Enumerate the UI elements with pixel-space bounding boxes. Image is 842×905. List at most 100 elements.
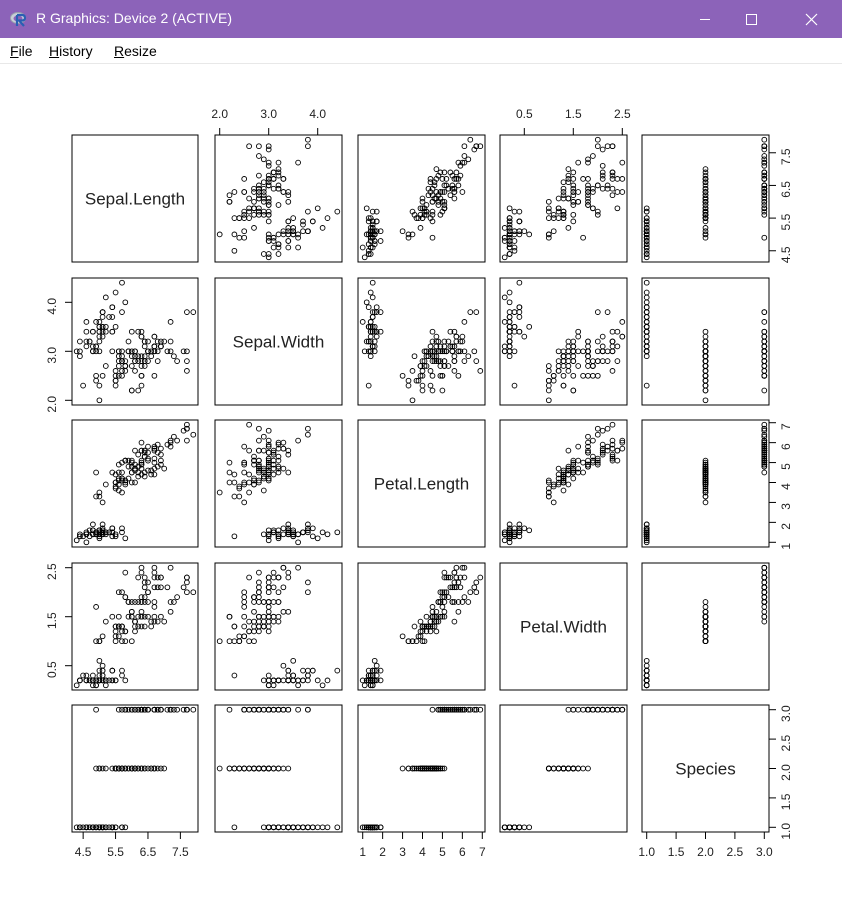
menu-file[interactable]: File	[10, 43, 33, 59]
data-point	[643, 343, 650, 350]
panel-frame	[71, 277, 199, 406]
data-point	[702, 604, 709, 610]
data-point	[122, 569, 129, 576]
data-point	[702, 638, 709, 645]
data-point	[702, 195, 709, 202]
data-point	[90, 824, 96, 831]
data-point	[231, 623, 238, 630]
data-point	[151, 333, 158, 340]
data-point	[314, 205, 321, 212]
data-point	[594, 208, 601, 215]
data-point	[599, 449, 606, 456]
data-point	[148, 348, 155, 355]
data-point	[702, 198, 709, 205]
data-point	[431, 195, 438, 202]
data-point	[411, 623, 418, 630]
data-point	[560, 477, 567, 484]
data-point	[119, 309, 125, 315]
data-point	[280, 662, 287, 669]
data-point	[459, 564, 466, 571]
data-point	[265, 599, 272, 605]
data-point	[570, 198, 577, 205]
tick-label: 3.0	[756, 845, 773, 859]
data-point	[570, 358, 577, 364]
data-point	[367, 333, 374, 340]
data-point	[122, 824, 129, 831]
title-bar: R Graphics: Device 2 (ACTIVE)	[0, 0, 842, 38]
minimize-button[interactable]	[682, 0, 728, 38]
data-point	[560, 185, 567, 192]
data-point	[174, 437, 180, 444]
data-point	[141, 343, 148, 350]
data-point	[565, 765, 572, 772]
data-point	[570, 192, 577, 199]
data-point	[429, 706, 436, 713]
data-point	[580, 348, 586, 355]
data-point	[435, 358, 442, 364]
data-point	[83, 343, 90, 350]
data-point	[151, 447, 158, 454]
data-point	[369, 328, 376, 335]
data-point	[241, 633, 248, 640]
data-point	[435, 348, 442, 355]
data-point	[369, 208, 376, 215]
data-point	[447, 574, 454, 581]
data-point	[167, 437, 174, 444]
data-point	[265, 589, 272, 596]
data-point	[270, 176, 277, 182]
maximize-button[interactable]	[728, 0, 774, 38]
data-point	[158, 706, 164, 713]
data-point	[265, 176, 272, 182]
data-point	[761, 309, 768, 315]
data-point	[371, 657, 378, 664]
data-point	[521, 228, 528, 235]
close-button[interactable]	[788, 0, 834, 38]
data-point	[256, 463, 262, 470]
data-point	[251, 638, 257, 645]
data-point	[459, 333, 466, 340]
data-point	[300, 824, 306, 831]
data-point	[415, 377, 422, 384]
data-point	[453, 169, 460, 176]
data-point	[260, 765, 267, 772]
data-point	[158, 343, 164, 350]
data-point	[761, 599, 768, 605]
data-point	[702, 463, 709, 470]
menu-resize[interactable]: Resize	[114, 43, 157, 59]
data-point	[265, 579, 272, 586]
data-point	[285, 569, 292, 576]
data-point	[702, 172, 709, 179]
data-point	[423, 208, 430, 215]
data-point	[226, 613, 233, 620]
data-point	[609, 421, 616, 428]
data-point	[702, 202, 709, 208]
data-point	[314, 824, 321, 831]
menu-history[interactable]: History	[49, 43, 93, 59]
data-point	[761, 136, 768, 143]
data-point	[102, 481, 109, 488]
data-point	[93, 372, 99, 379]
data-point	[565, 166, 572, 172]
data-point	[619, 333, 626, 340]
data-point	[439, 348, 446, 355]
data-point	[112, 479, 119, 486]
data-point	[449, 348, 456, 355]
data-point	[405, 377, 412, 384]
data-point	[90, 328, 96, 335]
data-point	[77, 353, 83, 360]
data-point	[575, 348, 582, 355]
data-point	[702, 633, 709, 640]
data-point	[419, 215, 426, 221]
data-point	[275, 172, 282, 179]
data-point	[236, 638, 243, 645]
data-point	[241, 443, 248, 450]
data-point	[119, 623, 125, 630]
data-point	[545, 477, 552, 484]
data-point	[565, 172, 572, 179]
data-point	[516, 824, 523, 831]
data-point	[109, 525, 116, 532]
data-point	[761, 459, 768, 466]
data-point	[761, 469, 768, 476]
data-point	[501, 294, 508, 301]
data-point	[265, 608, 272, 615]
